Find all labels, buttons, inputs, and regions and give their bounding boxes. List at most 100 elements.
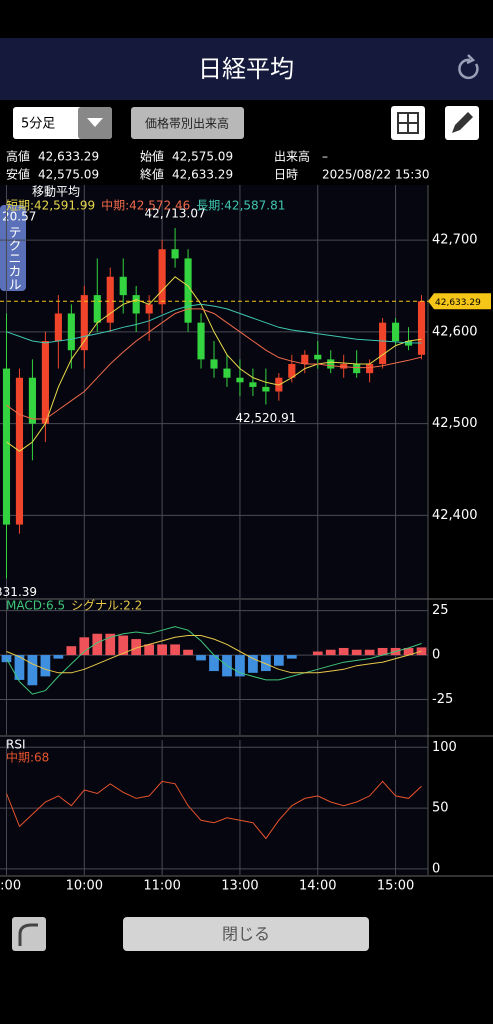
candle-body — [353, 363, 361, 374]
histogram-bar — [416, 647, 427, 656]
x-tick-label: 14:00 — [299, 879, 336, 894]
histogram-bar — [338, 647, 349, 656]
candle-body — [54, 313, 62, 342]
histogram-bar — [261, 655, 271, 672]
histogram-bar — [131, 639, 142, 656]
candle-body — [379, 322, 387, 364]
info-label: 始値 — [140, 149, 164, 164]
histogram-bar — [157, 644, 167, 656]
candle-body — [2, 368, 11, 525]
series-line — [6, 308, 422, 420]
candle-body — [210, 359, 218, 369]
refresh-button[interactable] — [458, 54, 479, 80]
candle-body — [80, 295, 88, 351]
histogram-bar — [286, 655, 297, 659]
histogram-bar — [235, 655, 245, 677]
price-annotation: 42,520.91 — [235, 411, 296, 425]
x-tick-label: 9:00 — [0, 879, 21, 894]
histogram-bar — [105, 633, 116, 656]
series-line — [6, 303, 422, 344]
current-price-label: 42,633.29 — [435, 298, 481, 308]
y-tick-label: 42,700 — [432, 233, 478, 248]
y-tick-label: -25 — [432, 692, 453, 707]
dropdown-arrow — [87, 118, 103, 127]
histogram-bar — [144, 644, 155, 656]
histogram-bar — [66, 646, 77, 656]
candle-body — [184, 258, 192, 323]
volume-button[interactable] — [131, 107, 244, 139]
candle-body — [262, 386, 270, 392]
x-tick-label: 15:00 — [377, 879, 414, 894]
close-button-label: 閉じる — [222, 925, 270, 944]
panel — [0, 600, 428, 735]
candle-body — [132, 295, 140, 314]
candle-body — [93, 295, 101, 323]
series-line — [6, 626, 422, 695]
candle-body — [392, 322, 400, 342]
histogram-bar — [14, 655, 25, 680]
candle-body — [119, 276, 127, 296]
histogram-bar — [170, 644, 180, 656]
info-label: 終値 — [140, 167, 164, 182]
legend-entry: シグナル:2.2 — [71, 599, 142, 613]
legend-entry: 長期:42,587.81 — [196, 199, 285, 213]
histogram-bar — [209, 655, 219, 672]
candle-body — [171, 249, 179, 259]
refresh-arrow — [466, 54, 476, 65]
candle-body — [301, 354, 309, 364]
back-button[interactable] — [12, 917, 46, 951]
candle-body — [145, 304, 153, 314]
y-tick-label: 50 — [432, 801, 449, 816]
candle-body — [67, 313, 75, 351]
candle-body — [314, 354, 322, 360]
panel — [0, 740, 428, 875]
legend-entry: 中期:68 — [6, 750, 49, 765]
histogram-bar — [183, 649, 193, 656]
candle-body — [236, 377, 244, 383]
volume-button-label: 価格帯別出来高 — [145, 116, 229, 131]
header-title: 日経平均 — [198, 55, 294, 83]
histogram-bar — [351, 649, 362, 656]
candle-body — [288, 363, 296, 378]
y-tick-label: 42,600 — [432, 324, 478, 339]
price-annotation: 42,713.07 — [145, 207, 206, 221]
current-price-tag — [428, 293, 491, 310]
y-tick-label: 100 — [432, 740, 457, 755]
side-tab-label: テクニカル — [6, 226, 21, 291]
close-button[interactable] — [123, 917, 369, 951]
histogram-bar — [248, 655, 258, 673]
price-annotation: 42,331.39 — [0, 585, 37, 599]
candle-body — [249, 382, 257, 387]
period-label: 5分足 — [21, 117, 55, 132]
panel: 42,713.07 42,520.91 42,331.39 — [0, 185, 428, 599]
header-bar — [0, 38, 493, 100]
legend-entry: 短期:42,591.99 — [6, 199, 95, 213]
info-value: 42,575.09 — [172, 150, 233, 164]
histogram-bar — [403, 647, 414, 656]
histogram-bar — [312, 651, 323, 656]
candle-body — [366, 363, 374, 374]
y-tick-label: 42,400 — [432, 508, 478, 523]
candle-body — [106, 276, 114, 323]
indicator-title: 移動平均 — [32, 185, 80, 199]
histogram-bar — [53, 655, 64, 659]
histogram-bar — [118, 635, 129, 656]
histogram-bar — [325, 649, 336, 656]
info-value: 42,575.09 — [38, 168, 99, 182]
candle-body — [417, 301, 426, 355]
candle-body — [41, 341, 49, 424]
y-tick-label: 42,500 — [432, 416, 478, 431]
y-tick-label: 25 — [432, 603, 449, 618]
histogram-bar — [377, 647, 388, 656]
layout-icon — [397, 112, 419, 134]
y-tick-label: 0 — [432, 648, 440, 663]
x-tick-label: 13:00 — [221, 879, 258, 894]
histogram-bar — [92, 633, 103, 656]
info-label: 日時 — [274, 168, 298, 182]
candle-body — [158, 249, 166, 305]
histogram-bar — [27, 655, 38, 686]
info-label: 高値 — [6, 149, 30, 164]
